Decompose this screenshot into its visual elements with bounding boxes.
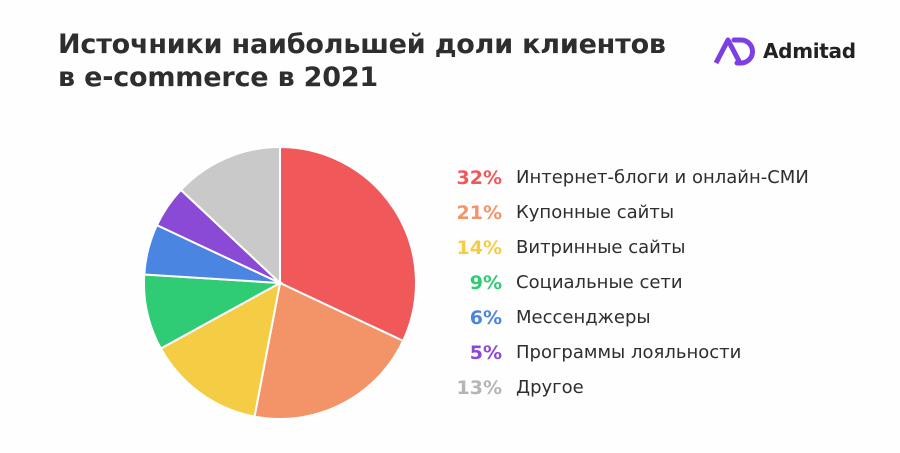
legend-percent: 13% [456, 376, 502, 399]
legend-percent: 14% [456, 236, 502, 259]
legend-percent: 9% [469, 271, 502, 294]
pie-slice-0 [279, 145, 417, 343]
pie-chart [143, 145, 417, 420]
legend-item: 6% Мессенджеры [438, 300, 809, 335]
brand-logo: Admitad [713, 36, 856, 66]
legend-item: 21% Купонные сайты [438, 195, 809, 230]
legend-label: Купонные сайты [516, 202, 675, 223]
legend-percent: 6% [469, 306, 502, 329]
pie-slice-1 [253, 281, 405, 420]
chart-legend: 32% Интернет-блоги и онлайн-СМИ 21% Купонны… [438, 160, 809, 405]
pie-slice-6 [179, 145, 281, 286]
legend-item: 14% Витринные сайты [438, 230, 809, 265]
legend-percent: 5% [469, 341, 502, 364]
title-line-1: Источники наибольшей доли клиентов [58, 29, 666, 60]
legend-label: Интернет-блоги и онлайн-СМИ [516, 167, 809, 188]
legend-item: 13% Другое [438, 370, 809, 405]
chart-title: Источники наибольшей доли клиентов в e-c… [58, 28, 666, 94]
legend-item: 5% Программы лояльности [438, 335, 809, 370]
legend-label: Витринные сайты [516, 237, 686, 258]
logo-text: Admitad [763, 39, 856, 63]
legend-item: 9% Социальные сети [438, 265, 809, 300]
legend-percent: 21% [456, 201, 502, 224]
admitad-logo-icon [713, 37, 755, 66]
legend-label: Мессенджеры [516, 307, 651, 328]
legend-percent: 32% [456, 166, 502, 189]
legend-item: 32% Интернет-блоги и онлайн-СМИ [438, 160, 809, 195]
pie-slice-2 [159, 281, 282, 418]
legend-label: Программы лояльности [516, 342, 742, 363]
legend-label: Социальные сети [516, 272, 683, 293]
legend-label: Другое [516, 377, 584, 398]
title-line-2: в e-commerce в 2021 [58, 62, 379, 93]
